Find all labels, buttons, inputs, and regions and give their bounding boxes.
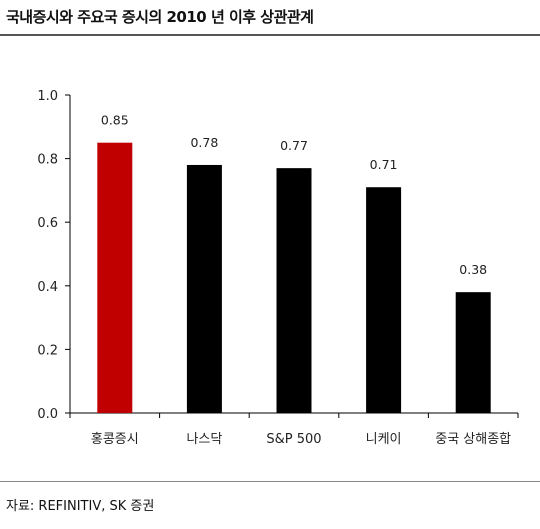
x-tick-label: S&P 500 (266, 432, 321, 447)
title-divider (0, 34, 540, 36)
y-tick-label: 0.4 (37, 280, 58, 295)
bar (366, 187, 402, 413)
y-tick-label: 0.2 (37, 343, 58, 358)
x-tick-label: 니케이 (366, 432, 402, 447)
y-tick-label: 0.6 (37, 216, 58, 231)
footer-divider (0, 481, 540, 482)
data-label: 0.85 (101, 113, 129, 128)
chart-title: 국내증시와 주요국 증시의 2010 년 이후 상관관계 (6, 8, 314, 26)
data-label: 0.71 (370, 157, 398, 172)
x-tick-label: 나스닥 (186, 432, 222, 447)
bar-chart: 0.0 0.2 0.4 0.6 0.8 1.0 0.85 홍콩증시 0.78 나스닥 0.77 S&P… (37, 89, 519, 447)
bar (97, 142, 133, 413)
data-label: 0.38 (459, 262, 487, 277)
y-tick-label: 1.0 (37, 89, 58, 104)
bar (276, 168, 312, 413)
x-tick-label: 홍콩증시 (91, 432, 139, 447)
bar (455, 292, 491, 413)
x-tick-label: 중국 상해종합 (435, 432, 511, 447)
y-tick-label: 0.8 (37, 153, 58, 168)
bar (186, 164, 222, 413)
data-label: 0.77 (280, 138, 308, 153)
data-label: 0.78 (190, 135, 218, 150)
source-note: 자료: REFINITIV, SK 증권 (6, 499, 155, 514)
y-tick-label: 0.0 (37, 407, 58, 422)
